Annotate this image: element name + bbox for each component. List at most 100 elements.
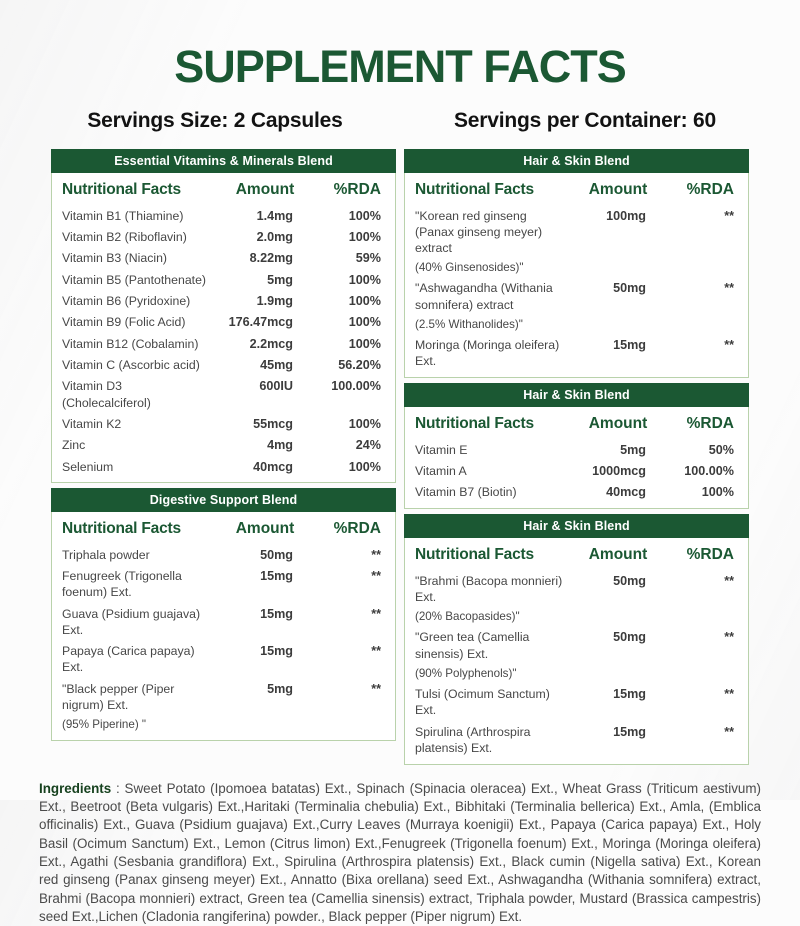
row-amount: 5mg	[267, 272, 293, 287]
row-amount: 15mg	[613, 724, 646, 739]
table-column-headers: Nutritional Facts Amount %RDA	[405, 173, 748, 205]
table-row: Vitamin B5 (Pantothenate) 5mg 100%	[52, 269, 395, 290]
row-rda: 24%	[355, 438, 381, 453]
table-row: "Korean red ginseng (Panax ginseng meyer…	[405, 205, 748, 278]
row-name-text: Vitamin C (Ascorbic acid)	[62, 358, 200, 373]
row-name-text: "Korean red ginseng (Panax ginseng meyer…	[415, 208, 543, 255]
column-header-facts: Nutritional Facts	[415, 415, 534, 433]
row-amount: 4mg	[267, 438, 293, 453]
row-rda: **	[371, 644, 381, 659]
row-amount: 176.47mcg	[228, 315, 293, 330]
left-column: Essential Vitamins & Minerals Blend Nutr…	[51, 149, 396, 741]
row-rda: 100.00%	[684, 463, 734, 478]
ingredients-separator: :	[111, 780, 125, 796]
row-name-text: Moringa (Moringa oleifera) Ext.	[415, 338, 560, 369]
row-rda: 100%	[348, 336, 381, 351]
row-name-text: Vitamin B1 (Thiamine)	[62, 208, 184, 223]
row-name: "Brahmi (Bacopa monnieri) Ext. (20% Bacop…	[405, 573, 568, 625]
table-column-headers: Nutritional Facts Amount %RDA	[405, 407, 748, 439]
row-name-text: Triphala powder	[62, 547, 150, 562]
row-name: "Korean red ginseng (Panax ginseng meyer…	[405, 208, 568, 276]
table-row: Vitamin K2 55mcg 100%	[52, 413, 395, 434]
row-rda: 100%	[348, 416, 381, 431]
row-name: Vitamin B6 (Pyridoxine)	[52, 293, 215, 309]
row-rda: **	[371, 569, 381, 584]
row-name: Papaya (Carica papaya) Ext.	[52, 643, 215, 675]
table-row: "Brahmi (Bacopa monnieri) Ext. (20% Bacop…	[405, 570, 748, 627]
blend-table: Hair & Skin Blend Nutritional Facts Amou…	[404, 149, 749, 379]
row-amount: 1.9mg	[256, 293, 293, 308]
column-header-rda: %RDA	[686, 546, 734, 564]
row-name: Guava (Psidium guajava) Ext.	[52, 606, 215, 638]
row-rda: **	[724, 630, 734, 645]
row-rda: **	[371, 547, 381, 562]
blend-table: Digestive Support Blend Nutritional Fact…	[51, 488, 396, 741]
table-row: Spirulina (Arthrospira platensis) Ext. 1…	[405, 721, 748, 758]
row-rda: 100%	[701, 485, 734, 500]
row-amount: 50mg	[260, 547, 293, 562]
row-sub: (90% Polyphenols)"	[415, 666, 517, 680]
table-row: Guava (Psidium guajava) Ext. 15mg **	[52, 603, 395, 640]
column-header-amount: Amount	[588, 546, 648, 564]
row-name: Vitamin K2	[52, 416, 215, 432]
table-row: Vitamin B6 (Pyridoxine) 1.9mg 100%	[52, 290, 395, 311]
row-rda: 100%	[348, 293, 381, 308]
row-name: Fenugreek (Trigonella foenum) Ext.	[52, 568, 215, 600]
row-rda: 100%	[348, 208, 381, 223]
row-name: Vitamin B12 (Cobalamin)	[52, 336, 215, 352]
row-rda: 50%	[708, 442, 734, 457]
row-name-text: Vitamin B12 (Cobalamin)	[62, 336, 199, 351]
table-row: Vitamin B2 (Riboflavin) 2.0mg 100%	[52, 226, 395, 247]
row-amount: 2.2mcg	[249, 336, 293, 351]
row-rda: 59%	[355, 251, 381, 266]
column-header-facts: Nutritional Facts	[415, 546, 534, 564]
row-name-text: Zinc	[62, 438, 86, 453]
row-amount: 15mg	[613, 687, 646, 702]
row-rda: **	[724, 208, 734, 223]
blend-title: Essential Vitamins & Minerals Blend	[51, 149, 396, 173]
row-amount: 15mg	[613, 338, 646, 353]
row-amount: 8.22mg	[249, 251, 293, 266]
table-row: Vitamin B1 (Thiamine) 1.4mg 100%	[52, 205, 395, 226]
table-row: Vitamin D3 (Cholecalciferol) 600IU 100.0…	[52, 376, 395, 413]
row-name: Vitamin B1 (Thiamine)	[52, 208, 215, 224]
table-row: Selenium 40mcg 100%	[52, 456, 395, 477]
row-name-text: Vitamin K2	[62, 416, 122, 431]
row-name-text: "Green tea (Camellia sinensis) Ext.	[415, 630, 530, 661]
ingredients-paragraph: Ingredients : Sweet Potato (Ipomoea bata…	[39, 780, 761, 926]
row-name: Moringa (Moringa oleifera) Ext.	[405, 337, 568, 369]
row-rda: 100%	[348, 229, 381, 244]
table-row: Vitamin B7 (Biotin) 40mcg 100%	[405, 482, 748, 503]
row-name: Zinc	[52, 437, 215, 453]
row-name-text: "Brahmi (Bacopa monnieri) Ext.	[415, 573, 563, 604]
table-body: Triphala powder 50mg ** Fenugreek (Trigo…	[52, 544, 395, 739]
row-amount: 40mcg	[253, 459, 293, 474]
row-amount: 45mg	[260, 358, 293, 373]
column-header-facts: Nutritional Facts	[62, 520, 181, 538]
row-rda: 56.20%	[338, 358, 381, 373]
table-row: "Ashwagandha (Withania somnifera) extrac…	[405, 278, 748, 335]
row-name: Vitamin B9 (Folic Acid)	[52, 314, 215, 330]
row-amount: 5mg	[620, 442, 646, 457]
supplement-facts-label: SUPPLEMENT FACTS Servings Size: 2 Capsul…	[39, 44, 761, 924]
table-row: Vitamin B9 (Folic Acid) 176.47mcg 100%	[52, 312, 395, 333]
row-name: Vitamin D3 (Cholecalciferol)	[52, 378, 215, 410]
row-amount: 50mg	[613, 630, 646, 645]
table-row: Fenugreek (Trigonella foenum) Ext. 15mg …	[52, 566, 395, 603]
row-name: Vitamin E	[405, 442, 568, 458]
row-rda: **	[724, 724, 734, 739]
row-name: Vitamin C (Ascorbic acid)	[52, 357, 215, 373]
row-name-text: Papaya (Carica papaya) Ext.	[62, 644, 195, 675]
row-name-text: Vitamin B5 (Pantothenate)	[62, 272, 207, 287]
row-name: Vitamin A	[405, 463, 568, 479]
row-name-text: Vitamin A	[415, 463, 467, 478]
servings-per-container: Servings per Container: 60	[453, 109, 717, 132]
row-name: Spirulina (Arthrospira platensis) Ext.	[405, 724, 568, 756]
table-row: Vitamin B12 (Cobalamin) 2.2mcg 100%	[52, 333, 395, 354]
row-name-text: "Black pepper (Piper nigrum) Ext.	[62, 681, 175, 712]
row-name-text: Vitamin D3 (Cholecalciferol)	[62, 379, 151, 410]
row-rda: 100.00%	[331, 379, 381, 394]
table-body: "Brahmi (Bacopa monnieri) Ext. (20% Bacop…	[405, 570, 748, 763]
column-header-amount: Amount	[588, 415, 648, 433]
table-row: Vitamin B3 (Niacin) 8.22mg 59%	[52, 248, 395, 269]
